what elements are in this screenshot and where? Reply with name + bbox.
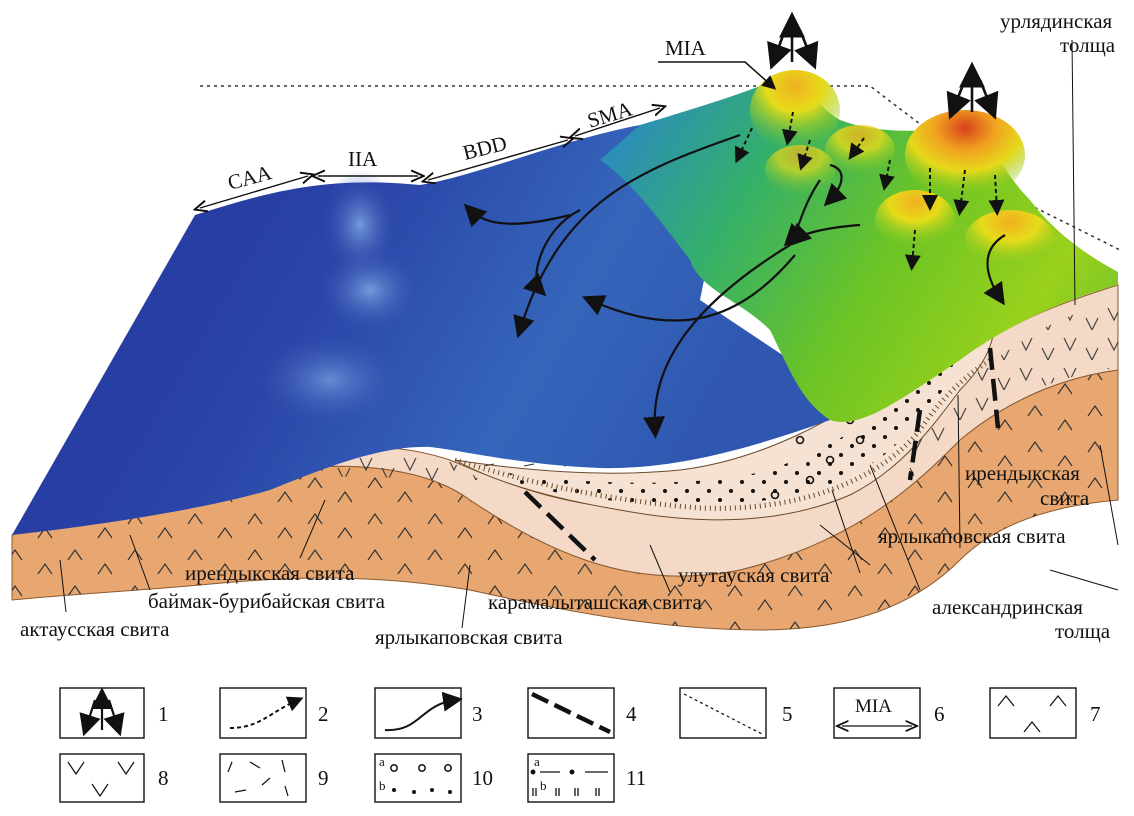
ridge-glow-3: [250, 330, 410, 430]
legend-item-3: 3: [374, 687, 483, 739]
formation-labels: урлядинская толща ирендыкская свита ярлы…: [20, 9, 1116, 649]
svg-text:11: 11: [626, 766, 646, 790]
label-urlyadinskaya-2: толща: [1060, 33, 1116, 57]
legend-item-11: a b 11: [527, 753, 646, 803]
label-urlyadinskaya-1: урлядинская: [1000, 9, 1113, 33]
caret-pattern-icon: [997, 695, 1067, 733]
label-ulutau: улутауская свита: [678, 563, 830, 587]
label-yarlykap-bottom: ярлыкаповская свита: [375, 625, 563, 649]
svg-text:4: 4: [626, 702, 637, 726]
legend-item-4: 4: [527, 687, 637, 739]
legend-item-7: 7: [989, 687, 1101, 739]
legend-item-2: 2: [219, 687, 329, 739]
svg-text:6: 6: [934, 702, 945, 726]
peak-3: [965, 210, 1055, 270]
label-sma: SMA: [584, 96, 635, 133]
sea-surface: [12, 115, 830, 535]
svg-text:a: a: [534, 754, 540, 769]
svg-text:5: 5: [782, 702, 793, 726]
sandstone-dots: [500, 355, 960, 505]
peak-5: [765, 145, 835, 195]
dotted-line-icon: [683, 693, 763, 735]
svg-text:a: a: [379, 754, 385, 769]
mia-peak: [750, 70, 840, 150]
label-yarlykap-right: ярлыкаповская свита: [878, 524, 1066, 548]
legend-item-5: 5: [679, 687, 793, 739]
svg-text:1: 1: [158, 702, 169, 726]
svg-text:3: 3: [472, 702, 483, 726]
svg-text:MIA: MIA: [855, 696, 892, 717]
sandstone-icon: [392, 788, 452, 794]
eruption-arrows-icon: [79, 687, 125, 737]
label-karamalytash: карамалыташская свита: [488, 590, 703, 614]
main-peak: [905, 110, 1025, 200]
label-aktau: актаусская свита: [20, 617, 170, 641]
dashed-flow-arrows: [734, 111, 1005, 271]
legend-item-6: MIA 6: [833, 687, 945, 739]
leader-lines: [59, 39, 1119, 629]
legend: 1 2 3 4 5 MIA 6: [59, 687, 1101, 803]
label-aleksandrinskaya-1: александринская: [932, 595, 1083, 619]
faults: [523, 347, 1001, 562]
svg-text:7: 7: [1090, 702, 1101, 726]
yarlykap-band: [454, 357, 992, 511]
eruption-arrows-main: [946, 61, 999, 120]
svg-text:8: 8: [158, 766, 169, 790]
dashed-arrow-icon: [229, 696, 304, 729]
v-pattern-icon: [67, 761, 135, 798]
conglomerate-icon: [390, 764, 452, 772]
v-pattern-right: [900, 300, 1118, 485]
ridge-glow-2: [315, 245, 425, 335]
legend-item-1: 1: [59, 687, 169, 739]
svg-text:2: 2: [318, 702, 329, 726]
legend-item-9: 9: [219, 753, 329, 803]
eruption-arrows-mia: [767, 11, 819, 70]
label-baymak: баймак-бурибайская свита: [148, 589, 386, 613]
solid-flow-arrows: [463, 133, 1006, 439]
svg-text:9: 9: [318, 766, 329, 790]
legend-item-10: a b 10: [374, 753, 493, 803]
mia-pointer: [744, 61, 777, 90]
legend-item-8: 8: [59, 753, 169, 803]
v-pattern-left: [120, 453, 490, 510]
label-bdd: BDD: [460, 131, 509, 165]
label-aleksandrinskaya-2: толща: [1055, 619, 1111, 643]
label-irendyk-left: ирендыкская свита: [185, 561, 355, 585]
caret-pattern-overlay: [12, 370, 1118, 630]
label-mia: MIA: [665, 36, 707, 60]
label-caa: CAA: [225, 160, 275, 195]
svg-text:b: b: [540, 778, 547, 793]
siltstone-icon: [530, 769, 608, 796]
fault-icon: [531, 691, 611, 735]
solid-arrow-icon: [384, 691, 463, 732]
label-irendyk-right-1: ирендыкская: [965, 461, 1080, 485]
dash-pattern-icon: [227, 759, 289, 797]
label-irendyk-right-2: свита: [1040, 486, 1090, 510]
label-iia: IIA: [348, 147, 378, 171]
svg-text:10: 10: [472, 766, 493, 790]
svg-text:b: b: [379, 778, 386, 793]
